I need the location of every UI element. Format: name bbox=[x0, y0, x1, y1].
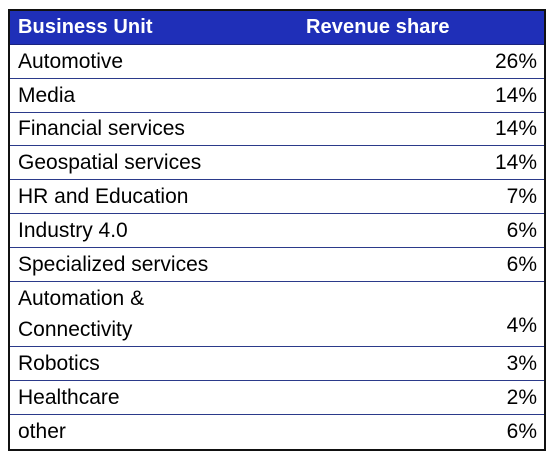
table-row: Geospatial services 14% bbox=[10, 146, 544, 181]
business-unit-label-line-2: Connectivity bbox=[18, 318, 133, 342]
business-unit-label: Specialized services bbox=[18, 252, 209, 276]
business-unit-label: Geospatial services bbox=[18, 151, 202, 175]
business-unit-label: other bbox=[18, 420, 66, 444]
column-header-business-unit: Business Unit bbox=[18, 16, 153, 38]
business-unit-label: Automotive bbox=[18, 49, 124, 73]
business-unit-label: Healthcare bbox=[18, 386, 120, 410]
table-row: Automation & Connectivity 4% bbox=[10, 282, 544, 348]
column-header-revenue-share: Revenue share bbox=[306, 16, 450, 38]
revenue-share-value: 4% bbox=[506, 314, 537, 338]
table-row: Financial services 14% bbox=[10, 113, 544, 147]
table-header: Business Unit Revenue share bbox=[10, 11, 544, 45]
table-row: Specialized services 6% bbox=[10, 248, 544, 282]
table-body: Automotive 26% Media 14% Financial servi… bbox=[10, 45, 544, 449]
table-row: Robotics 3% bbox=[10, 347, 544, 382]
business-unit-label: Industry 4.0 bbox=[18, 218, 128, 242]
table-row: Automotive 26% bbox=[10, 45, 544, 79]
business-unit-label: HR and Education bbox=[18, 185, 189, 209]
business-unit-label: Financial services bbox=[18, 117, 185, 141]
revenue-share-value: 14% bbox=[494, 117, 537, 141]
table-row: Industry 4.0 6% bbox=[10, 214, 544, 248]
revenue-share-value: 14% bbox=[494, 151, 537, 175]
table-row: other 6% bbox=[10, 415, 544, 449]
business-unit-label: Robotics bbox=[18, 352, 100, 376]
table-row: Media 14% bbox=[10, 79, 544, 113]
table-row: HR and Education 7% bbox=[10, 180, 544, 215]
revenue-share-value: 14% bbox=[494, 83, 537, 107]
revenue-share-value: 6% bbox=[506, 420, 537, 444]
revenue-share-value: 2% bbox=[506, 386, 537, 410]
revenue-share-table: Business Unit Revenue share Automotive 2… bbox=[8, 9, 546, 451]
business-unit-label: Automation & Connectivity bbox=[18, 282, 144, 347]
revenue-share-value: 7% bbox=[506, 185, 537, 209]
revenue-share-value: 26% bbox=[494, 49, 537, 73]
revenue-share-value: 6% bbox=[506, 252, 537, 276]
table-row: Healthcare 2% bbox=[10, 381, 544, 416]
business-unit-label-line-1: Automation & bbox=[18, 287, 145, 311]
revenue-share-value: 3% bbox=[506, 352, 537, 376]
revenue-share-value: 6% bbox=[506, 218, 537, 242]
business-unit-label: Media bbox=[18, 83, 76, 107]
